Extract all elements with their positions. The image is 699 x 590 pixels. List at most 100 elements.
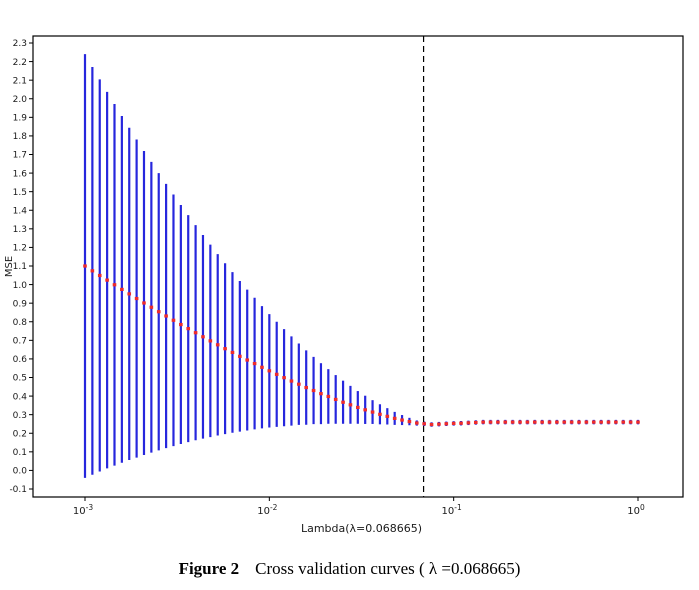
mse-point: [407, 419, 412, 424]
x-tick-label: 10-3: [73, 503, 93, 517]
mse-point: [636, 420, 640, 424]
mse-point: [120, 287, 124, 292]
y-tick-label: 0.7: [13, 337, 27, 347]
mse-point: [510, 420, 515, 424]
mse-point: [577, 420, 581, 424]
mse-point: [90, 269, 95, 273]
mse-point: [341, 400, 345, 404]
mse-point: [356, 405, 360, 410]
mse-point: [142, 301, 146, 305]
mse-point: [348, 403, 353, 407]
mse-point: [304, 385, 308, 390]
mse-point: [415, 421, 419, 425]
y-tick-label: 0.0: [13, 467, 28, 477]
mse-point: [525, 420, 530, 424]
y-tick-label: 2.2: [13, 58, 27, 68]
mse-point: [584, 420, 589, 424]
mse-point: [363, 408, 367, 412]
mse-point: [289, 379, 294, 383]
mse-point: [201, 335, 205, 339]
mse-point: [260, 365, 264, 369]
y-tick-label: 0.8: [13, 318, 28, 328]
mse-point: [444, 422, 449, 426]
mse-point: [459, 421, 463, 425]
mse-point: [518, 420, 522, 424]
mse-point: [134, 296, 139, 301]
mse-point: [429, 422, 434, 427]
mse-point: [532, 420, 537, 424]
mse-points-layer: [83, 264, 640, 427]
mse-point: [614, 420, 618, 424]
y-tick-label: 1.2: [13, 244, 27, 254]
mse-point: [370, 410, 375, 414]
mse-point: [186, 327, 191, 331]
mse-point: [164, 314, 168, 318]
mse-point: [149, 305, 154, 309]
y-tick-label: 1.0: [13, 281, 28, 291]
x-tick-label: 100: [627, 503, 645, 517]
x-axis-label: Lambda(λ=0.068665): [301, 522, 422, 535]
mse-point: [83, 264, 87, 268]
mse-point: [481, 420, 485, 424]
mse-point: [156, 310, 161, 314]
y-tick-label: 1.1: [13, 262, 27, 272]
mse-point: [97, 273, 102, 278]
mse-point: [488, 420, 493, 424]
mse-point: [503, 420, 508, 424]
figure-label: Figure 2: [178, 559, 240, 578]
mse-point: [547, 420, 552, 424]
mse-point: [245, 358, 250, 362]
y-tick-label: 2.0: [13, 95, 28, 105]
y-tick-label: 0.2: [13, 429, 27, 439]
mse-point: [591, 420, 596, 424]
mse-point: [193, 331, 198, 335]
mse-point: [252, 361, 257, 366]
x-tick-label: 10-2: [257, 503, 277, 517]
y-tick-label: -0.1: [9, 485, 27, 495]
mse-point: [562, 420, 567, 424]
caption-text: Cross validation curves ( λ =0.068665): [255, 559, 521, 578]
mse-point: [208, 339, 213, 343]
mse-point: [171, 318, 176, 322]
y-tick-label: 2.3: [13, 39, 27, 49]
mse-point: [569, 420, 574, 424]
mse-point: [267, 369, 272, 373]
x-axis: 10-3 10-2 10-1 100: [73, 497, 645, 517]
mse-point: [319, 392, 323, 396]
mse-point: [282, 376, 286, 380]
y-tick-label: 1.3: [13, 225, 27, 235]
y-tick-label: 1.8: [13, 132, 28, 142]
y-tick-label: 1.4: [13, 206, 28, 216]
mse-point: [179, 322, 183, 327]
mse-point: [451, 421, 456, 426]
mse-point: [599, 420, 603, 424]
mse-point: [333, 397, 338, 402]
plot-box: [32, 35, 684, 498]
mse-point: [400, 418, 404, 422]
mse-point: [392, 416, 397, 420]
mse-point: [540, 420, 544, 424]
figure-caption: Figure 2 Cross validation curves ( λ =0.0…: [0, 559, 699, 579]
mse-point: [215, 343, 220, 347]
mse-point: [326, 394, 331, 399]
y-tick-label: 1.7: [13, 151, 27, 161]
y-tick-label: 1.6: [13, 169, 28, 179]
y-tick-label: 0.5: [13, 374, 27, 384]
mse-point: [555, 420, 559, 424]
mse-point: [311, 388, 316, 393]
mse-point: [274, 372, 279, 376]
y-tick-label: 0.9: [13, 299, 28, 309]
y-tick-label: 1.5: [13, 188, 27, 198]
y-axis: -0.1 0.0 0.1 0.2 0.3 0.4 0.5 0.6 0.7 0.8 0.9 1.0 1.1…: [9, 39, 33, 495]
y-tick-label: 0.4: [13, 392, 28, 402]
x-tick-label: 10-1: [442, 503, 462, 517]
y-tick-label: 0.6: [13, 355, 28, 365]
mse-point: [127, 292, 132, 296]
mse-point: [466, 421, 471, 425]
mse-point: [238, 354, 242, 358]
y-tick-label: 0.3: [13, 411, 27, 421]
mse-point: [437, 422, 441, 426]
mse-point: [223, 347, 227, 351]
y-tick-label: 1.9: [13, 114, 28, 124]
